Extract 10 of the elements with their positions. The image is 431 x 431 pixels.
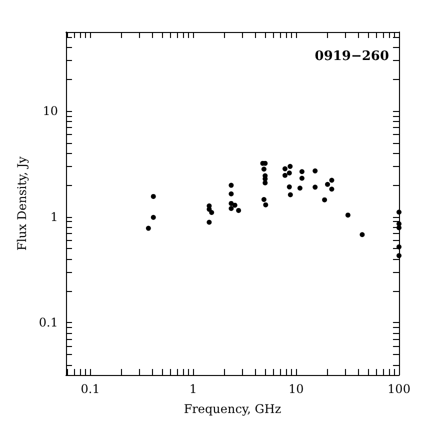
- x-tick-label: 10: [288, 382, 304, 396]
- x-axis-title: Frequency, GHz: [184, 402, 282, 416]
- annotation: 0919−260: [314, 49, 390, 64]
- y-tick-label: 0.1: [38, 316, 58, 330]
- x-tick-label: 1: [189, 382, 198, 396]
- y-tick-label: 10: [42, 104, 58, 118]
- x-tick-label: 0.1: [80, 382, 100, 396]
- y-tick-label: 1: [50, 210, 58, 224]
- y-axis-title: Flux Density, Jy: [15, 156, 29, 251]
- x-tick-label: 100: [388, 382, 410, 396]
